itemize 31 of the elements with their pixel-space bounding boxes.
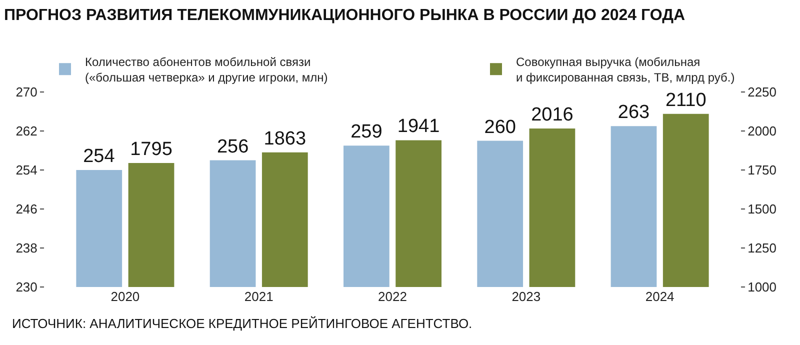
chart-title: ПРОГНОЗ РАЗВИТИЯ ТЕЛЕКОММУНИКАЦИОННОГО РЫНКА В РОССИИ ДО 2024 ГОДА: [4, 6, 686, 24]
y-tick-label: 246: [16, 202, 38, 217]
y-tick-label: 254: [16, 162, 38, 178]
x-tick-label: 2024: [645, 289, 674, 304]
y-tick-label: 230: [16, 280, 38, 295]
y2-tick-label: 2250: [748, 84, 777, 100]
y2-tick-label: 1500: [748, 202, 777, 217]
data-label: 259: [350, 122, 382, 143]
data-label: 2016: [531, 104, 574, 126]
x-tick-label: 2023: [512, 289, 541, 304]
data-label: 1795: [130, 138, 172, 160]
x-tick-label: 2020: [110, 289, 140, 304]
y2-tick-label: 2000: [748, 124, 777, 139]
data-label: 254: [83, 146, 116, 167]
y-tick-label: 270: [16, 84, 38, 100]
y-tick-label: 238: [16, 240, 38, 256]
y2-tick-label: 1750: [748, 162, 777, 178]
data-label: 256: [216, 136, 249, 158]
data-label: 260: [484, 116, 516, 138]
data-label: 2110: [665, 90, 706, 111]
text: ИСТОЧНИК: АНАЛИТИЧЕСКОЕ КРЕДИТНОЕ РЕЙТИНГОВОЕ АГЕНТСТВО.: [12, 316, 472, 331]
legend-label: Совокупная выручка (мобильная и фиксированная связь, ТВ, млрд руб.): [516, 54, 735, 85]
x-tick-label: 2022: [378, 289, 407, 304]
x-tick-label: 2021: [244, 289, 274, 304]
y2-tick-label: 1250: [748, 240, 777, 256]
data-label: 1863: [264, 128, 306, 150]
data-label: 1941: [397, 116, 440, 138]
y-tick-label: 262: [16, 124, 38, 139]
data-label: 263: [618, 102, 650, 124]
y2-tick-label: 1000: [748, 280, 777, 295]
legend-label: Количество абонентов мобильной связи («большая четверка» и другие игроки, млн): [85, 54, 328, 85]
